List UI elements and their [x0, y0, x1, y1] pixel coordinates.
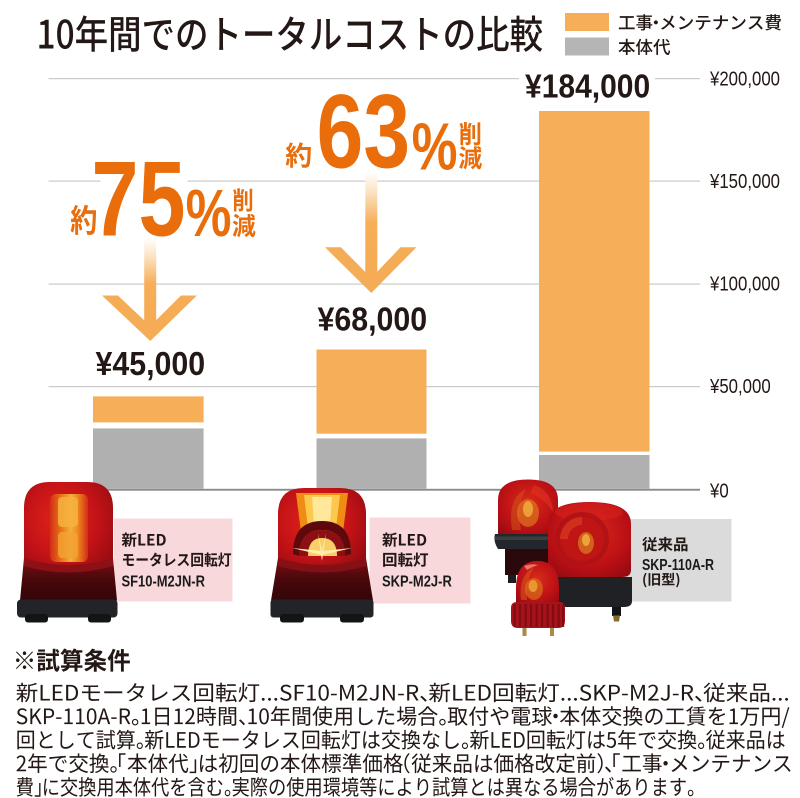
svg-text:75: 75 [92, 140, 186, 259]
svg-text:SKP-M2J-R: SKP-M2J-R [382, 573, 452, 591]
svg-text:63: 63 [317, 74, 410, 191]
svg-text:%: % [412, 109, 458, 184]
svg-text:¥150,000: ¥150,000 [709, 170, 780, 193]
svg-text:¥50,000: ¥50,000 [709, 375, 771, 398]
svg-text:SF10-M2JN-R: SF10-M2JN-R [122, 573, 206, 591]
svg-text:¥100,000: ¥100,000 [709, 272, 780, 295]
svg-text:¥68,000: ¥68,000 [318, 300, 428, 337]
svg-text:¥200,000: ¥200,000 [709, 67, 780, 90]
svg-text:¥45,000: ¥45,000 [96, 345, 206, 382]
svg-text:SKP-110A-R: SKP-110A-R [642, 557, 715, 575]
svg-text:¥0: ¥0 [709, 479, 729, 502]
svg-text:%: % [186, 176, 232, 251]
svg-text:¥184,000: ¥184,000 [525, 67, 650, 105]
